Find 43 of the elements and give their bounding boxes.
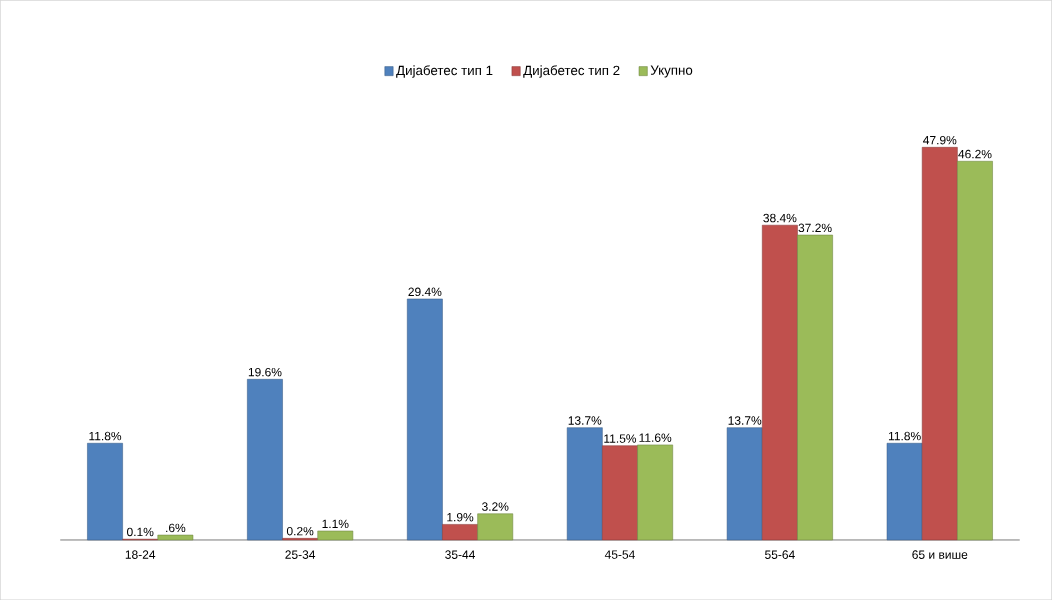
x-tick-label: 65 и више [912, 550, 968, 559]
data-label: 13.7% [728, 416, 762, 425]
bar [407, 298, 443, 541]
bar [477, 513, 514, 541]
legend-label: Дијабетес тип 2 [523, 65, 620, 78]
bar [886, 442, 923, 541]
bar [87, 442, 123, 541]
data-label: 46.2% [958, 149, 992, 159]
data-label: 47.9% [923, 135, 957, 145]
bar [157, 534, 194, 541]
legend-label: Укупно [650, 65, 693, 78]
x-tick-label: 35-44 [445, 550, 476, 559]
bar [797, 234, 833, 541]
data-label: 0.1% [127, 527, 154, 537]
bar [602, 445, 638, 541]
bar [957, 160, 993, 541]
bar [566, 427, 603, 541]
data-label: .6% [166, 523, 186, 533]
data-label: 29.4% [408, 287, 442, 296]
data-label: 11.8% [89, 431, 122, 441]
data-label: 11.6% [639, 433, 672, 442]
data-label: 13.7% [568, 416, 602, 425]
bar [762, 224, 798, 541]
bar [442, 524, 478, 541]
data-label: 19.6% [248, 367, 282, 377]
data-label: 3.2% [482, 502, 509, 511]
data-label: 37.2% [798, 223, 832, 233]
x-tick-label: 25-34 [285, 550, 316, 559]
data-label: 38.4% [763, 213, 797, 223]
data-label: 0.2% [286, 526, 314, 536]
data-label: 11.8% [888, 431, 921, 441]
x-tick-label: 45-54 [604, 550, 635, 559]
bar [247, 378, 283, 541]
legend-label: Дијабетес тип 1 [396, 65, 493, 78]
x-tick-label: 55-64 [765, 550, 795, 559]
data-label: 1.1% [322, 519, 349, 528]
data-label: 11.5% [604, 434, 637, 443]
bar [921, 146, 958, 541]
data-label: 1.9% [447, 512, 474, 522]
bar [726, 427, 763, 541]
x-tick-label: 18-24 [125, 550, 156, 559]
bar [637, 444, 673, 541]
bar [317, 530, 354, 541]
